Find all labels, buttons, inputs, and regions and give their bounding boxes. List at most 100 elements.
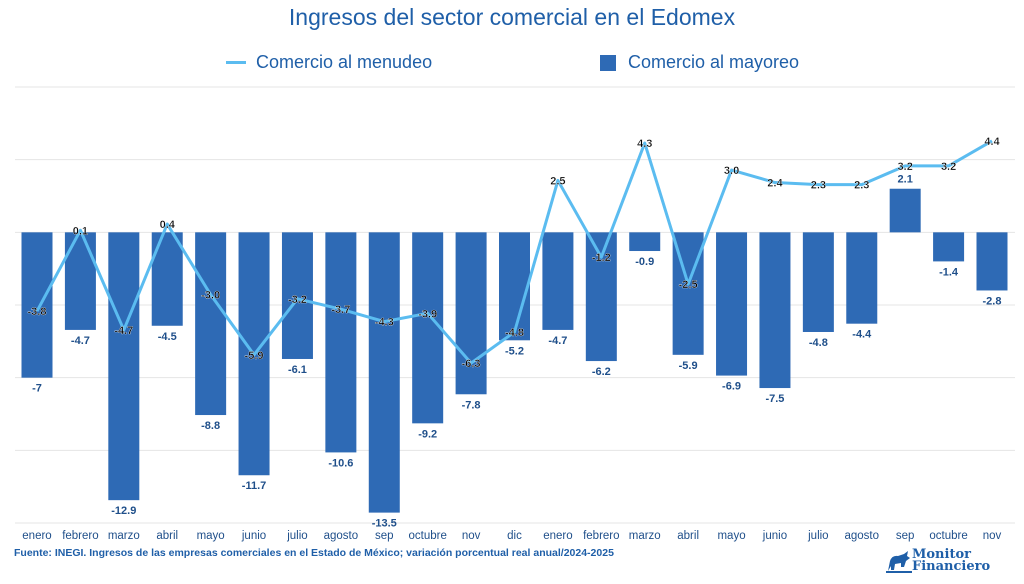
- bar-mayoreo: [933, 232, 965, 262]
- bar-data-label: -0.9: [635, 256, 654, 268]
- bar-data-label: -5.2: [505, 345, 524, 357]
- bar-mayoreo: [976, 232, 1008, 291]
- x-tick-label: junio: [241, 530, 266, 542]
- bar-mayoreo: [802, 232, 834, 332]
- line-data-label: -3.7: [331, 304, 350, 316]
- bar-data-label: -4.5: [158, 331, 177, 343]
- bar-data-label: -4.7: [71, 335, 90, 347]
- bar-data-label: -7.8: [462, 399, 481, 411]
- bar-mayoreo: [195, 232, 227, 416]
- bar-data-label: -10.6: [328, 457, 353, 469]
- bar-data-label: -6.9: [722, 381, 741, 393]
- bar-mayoreo: [455, 232, 487, 395]
- line-data-label: -6.3: [462, 358, 481, 370]
- line-data-label: -2.5: [679, 279, 698, 291]
- x-tick-label: abril: [677, 530, 699, 542]
- legend-item-mayoreo: Comercio al mayoreo: [600, 52, 799, 73]
- x-tick-label: febrero: [583, 530, 619, 542]
- x-tick-label: marzo: [108, 530, 140, 542]
- bar-data-label: -1.4: [939, 266, 959, 278]
- x-tick-label: abril: [156, 530, 178, 542]
- line-data-label: -3.9: [418, 308, 437, 320]
- bar-mayoreo: [151, 232, 183, 326]
- bar-mayoreo: [759, 232, 791, 389]
- x-tick-label: mayo: [197, 530, 225, 542]
- bar-data-label: -4.4: [852, 329, 872, 341]
- bar-mayoreo: [629, 232, 661, 252]
- x-tick-label: octubre: [929, 530, 967, 542]
- line-data-label: -1.2: [592, 252, 611, 264]
- line-menudeo: [35, 139, 993, 365]
- line-data-label: -3.2: [288, 294, 307, 306]
- source-note: Fuente: INEGI. Ingresos de las empresas …: [14, 547, 614, 559]
- line-data-label: -5.9: [245, 350, 264, 362]
- x-tick-label: mayo: [717, 530, 745, 542]
- x-tick-label: sep: [375, 530, 394, 542]
- line-data-label: 2.3: [854, 180, 869, 192]
- line-data-label: 0.4: [160, 219, 176, 231]
- bar-data-label: -11.7: [242, 480, 266, 492]
- x-tick-label: marzo: [629, 530, 661, 542]
- line-data-label: 0.1: [73, 225, 88, 237]
- bar-mayoreo: [846, 232, 878, 324]
- x-tick-label: agosto: [845, 530, 880, 542]
- line-data-label: 3.0: [724, 165, 739, 177]
- bar-data-label: 2.1: [898, 174, 913, 186]
- bar-mayoreo: [108, 232, 140, 501]
- bar-data-label: -6.1: [288, 364, 307, 376]
- line-data-label: -4.7: [114, 325, 133, 337]
- x-tick-label: nov: [983, 530, 1002, 542]
- x-tick-label: nov: [462, 530, 481, 542]
- x-tick-label: julio: [286, 530, 307, 542]
- bar-mayoreo: [21, 232, 53, 378]
- line-data-label: 2.5: [550, 175, 565, 187]
- bar-data-label: -13.5: [372, 518, 397, 530]
- bar-data-label: -5.9: [679, 360, 698, 372]
- x-tick-label: enero: [543, 530, 572, 542]
- line-data-label: -3.0: [201, 290, 220, 302]
- line-data-label: -4.8: [505, 327, 524, 339]
- bar-data-label: -6.2: [592, 366, 611, 378]
- x-tick-label: sep: [896, 530, 915, 542]
- legend-line-swatch: [226, 61, 246, 64]
- line-data-label: -4.3: [375, 317, 394, 329]
- bar-data-label: -9.2: [418, 428, 437, 440]
- logo-line2: Financiero: [912, 559, 991, 574]
- x-tick-label: julio: [807, 530, 828, 542]
- bar-mayoreo: [325, 232, 357, 453]
- legend-label-menudeo: Comercio al menudeo: [256, 52, 433, 72]
- bull-icon: [886, 551, 912, 573]
- bar-data-label: -4.8: [809, 337, 828, 349]
- bar-data-label: -7: [32, 383, 42, 395]
- logo: Monitor Financiero: [886, 547, 991, 574]
- line-data-label: 2.3: [811, 180, 826, 192]
- line-data-label: 4.4: [984, 136, 1000, 148]
- legend-label-mayoreo: Comercio al mayoreo: [628, 52, 800, 72]
- bar-mayoreo: [412, 232, 444, 424]
- logo-line1: Monitor: [912, 547, 971, 562]
- line-data-label: -3.8: [28, 306, 47, 318]
- bar-data-label: -4.7: [548, 335, 567, 347]
- line-data-label: 2.4: [767, 178, 783, 190]
- line-data-label: 3.2: [898, 161, 913, 173]
- bar-data-label: -2.8: [983, 295, 1002, 307]
- bar-mayoreo: [281, 232, 313, 359]
- bar-mayoreo: [716, 232, 748, 376]
- bar-data-label: -12.9: [111, 505, 136, 517]
- x-tick-label: dic: [507, 530, 522, 542]
- line-data-label: 4.3: [637, 138, 652, 150]
- x-tick-label: junio: [762, 530, 787, 542]
- legend-bar-swatch: [600, 54, 616, 71]
- bar-mayoreo: [64, 232, 96, 330]
- line-data-label: 3.2: [941, 161, 956, 173]
- x-tick-label: febrero: [62, 530, 98, 542]
- bar-data-label: -7.5: [765, 393, 784, 405]
- bar-mayoreo: [499, 232, 530, 341]
- bar-mayoreo: [368, 232, 400, 513]
- x-tick-label: enero: [22, 530, 51, 542]
- legend-item-menudeo: Comercio al menudeo: [226, 52, 432, 73]
- bar-mayoreo: [889, 188, 921, 233]
- chart-title: Ingresos del sector comercial en el Edom…: [288, 4, 736, 30]
